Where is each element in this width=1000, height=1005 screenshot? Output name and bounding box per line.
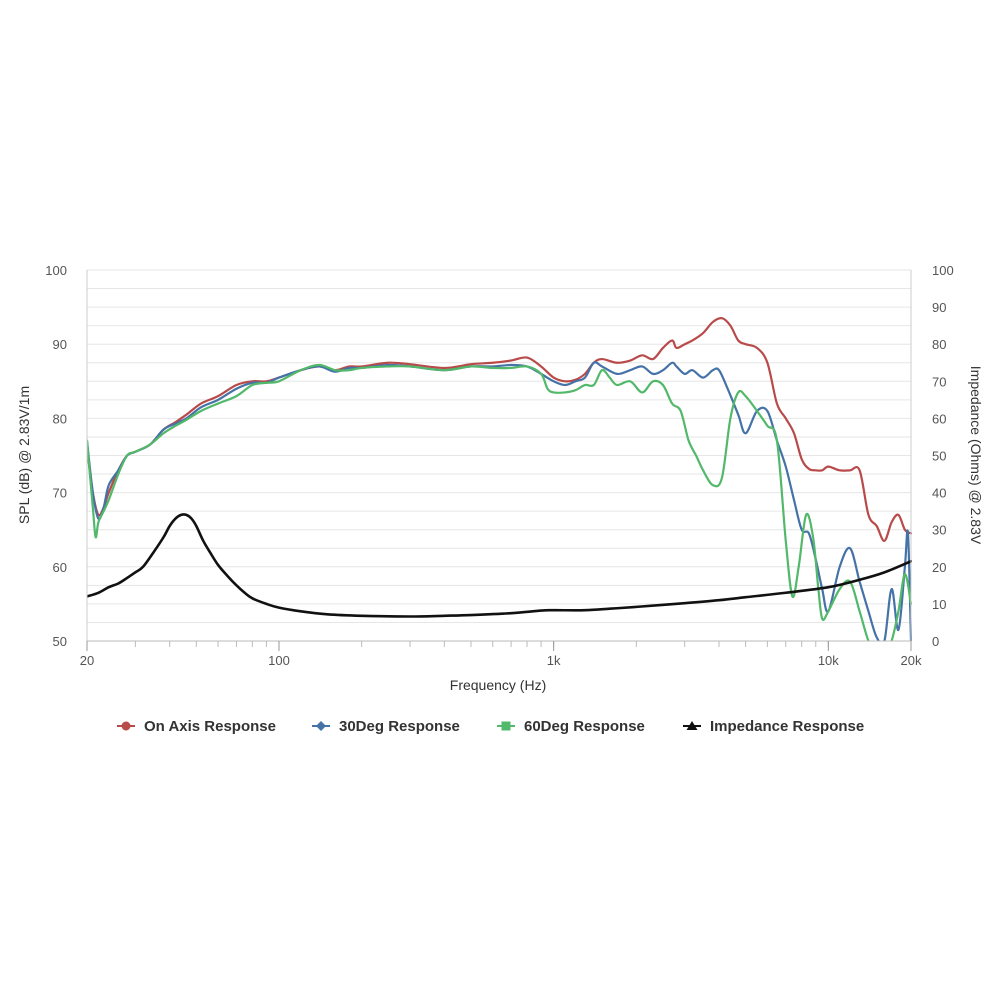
series-line-60deg-response [87,363,912,641]
legend-item-on-axis-response[interactable]: On Axis Response [117,718,276,735]
legend-label: 30Deg Response [339,718,460,735]
x-tick-label: 100 [268,653,290,668]
y-tick-label: 60 [53,560,67,575]
series-layer [87,317,912,641]
series-line-on-axis-response [87,317,912,542]
y-axis-title: SPL (dB) @ 2.83V/1m [16,386,32,524]
y2-tick-label: 60 [932,411,946,426]
y2-tick-label: 80 [932,337,946,352]
x-tick-label: 20 [80,653,94,668]
legend-label: On Axis Response [144,718,276,735]
legend-item-impedance-response[interactable]: Impedance Response [683,718,864,735]
legend-item-30deg-response[interactable]: 30Deg Response [312,718,460,735]
y-tick-label: 80 [53,411,67,426]
y2-tick-label: 100 [932,263,954,278]
x-axis-title: Frequency (Hz) [450,677,546,693]
series-line-30deg-response [87,361,912,641]
y-tick-label: 70 [53,486,67,501]
y2-tick-label: 50 [932,449,946,464]
legend-diamond-marker [316,721,326,731]
x-tick-label: 10k [818,653,839,668]
y-tick-label: 90 [53,337,67,352]
legend-label: Impedance Response [710,718,864,735]
y2-tick-label: 10 [932,597,946,612]
y-tick-label: 100 [45,263,67,278]
legend-label: 60Deg Response [524,718,645,735]
y2-tick-label: 0 [932,634,939,649]
axis-layer: 20 100 1k 10k 20k 50 60 70 80 90 100 0 10 20 30 40 50 60 7… [45,263,953,668]
y2-tick-label: 90 [932,300,946,315]
x-tick-label: 20k [901,653,922,668]
grid-layer [87,269,911,642]
y2-axis-title: Impedance (Ohms) @ 2.83V [968,366,984,545]
legend-item-60deg-response[interactable]: 60Deg Response [497,718,645,735]
legend-square-marker [501,721,511,731]
y2-tick-label: 30 [932,523,946,538]
y2-tick-label: 20 [932,560,946,575]
y2-tick-label: 40 [932,486,946,501]
x-tick-label: 1k [547,653,561,668]
legend-circle-marker [121,721,131,731]
legend-triangle-marker [686,721,698,730]
y-tick-label: 50 [53,634,67,649]
legend: On Axis Response 30Deg Response 60Deg Resp… [117,718,864,735]
y2-tick-label: 70 [932,374,946,389]
series-line-impedance-response [87,513,912,618]
